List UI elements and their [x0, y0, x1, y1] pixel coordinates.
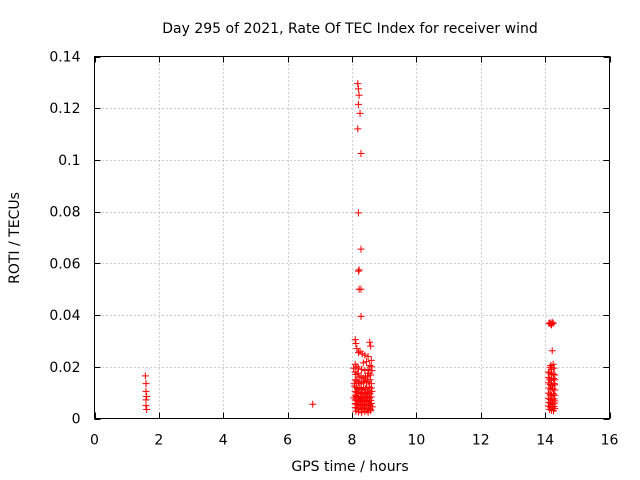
data-point-marker — [361, 351, 369, 359]
data-point-marker — [354, 349, 362, 357]
data-point-marker — [359, 359, 367, 367]
data-point-marker — [367, 342, 375, 350]
data-point-marker — [366, 338, 374, 346]
x-tick-label: 8 — [348, 433, 357, 449]
y-axis-label: ROTI / TECUs — [7, 192, 23, 284]
data-point-marker — [364, 352, 372, 360]
data-point-marker — [354, 125, 362, 133]
data-point-marker — [357, 245, 365, 253]
x-tick-label: 0 — [90, 433, 99, 449]
data-point-marker — [546, 375, 554, 383]
data-point-marker — [545, 319, 553, 327]
data-point-marker — [354, 267, 362, 275]
data-point-marker — [368, 403, 376, 411]
data-point-marker — [357, 285, 365, 293]
x-tick-label: 6 — [283, 433, 292, 449]
data-point-marker — [367, 363, 375, 371]
data-points — [141, 80, 559, 417]
data-point-marker — [550, 364, 558, 372]
y-tick-label: 0 — [72, 412, 81, 428]
data-point-marker — [354, 408, 362, 416]
x-tick-label: 12 — [472, 433, 490, 449]
x-tick-label: 14 — [536, 433, 554, 449]
data-point-marker — [546, 369, 554, 377]
x-tick-labels: 0 2 4 6 8 10 12 14 16 — [90, 433, 618, 449]
data-point-marker — [142, 387, 150, 395]
y-tick-label: 0.04 — [49, 308, 80, 324]
data-point-marker — [362, 358, 370, 366]
data-point-marker — [358, 365, 366, 373]
y-tick-label: 0.1 — [58, 153, 80, 169]
data-point-marker — [357, 312, 365, 320]
data-point-marker — [143, 393, 151, 401]
data-point-marker — [361, 408, 369, 416]
data-point-marker — [548, 347, 556, 355]
data-point-marker — [368, 387, 376, 395]
data-point-marker — [358, 409, 366, 417]
data-point-marker — [367, 384, 375, 392]
data-point-marker — [367, 400, 375, 408]
data-point-marker — [142, 380, 150, 388]
data-point-marker — [350, 394, 358, 402]
data-point-marker — [549, 390, 557, 398]
y-tick-label: 0.08 — [49, 205, 80, 221]
data-point-marker — [353, 363, 361, 371]
data-point-marker — [352, 383, 360, 391]
x-tick-label: 16 — [601, 433, 619, 449]
data-point-marker — [141, 372, 149, 380]
data-point-marker — [355, 266, 363, 274]
x-tick-label: 4 — [219, 433, 228, 449]
data-point-marker — [352, 340, 360, 348]
data-point-marker — [309, 400, 317, 408]
plot-frame — [94, 56, 610, 419]
y-tick-labels: 0 0.02 0.04 0.06 0.08 0.1 0.12 0.14 — [49, 50, 80, 428]
data-point-marker — [350, 364, 358, 372]
data-point-marker — [356, 109, 364, 117]
data-point-marker — [357, 149, 365, 157]
x-axis-label: GPS time / hours — [291, 459, 408, 475]
data-point-marker — [367, 356, 375, 364]
data-point-marker — [362, 379, 370, 387]
y-tick-label: 0.14 — [49, 50, 80, 66]
data-point-marker — [366, 361, 374, 369]
y-tick-label: 0.02 — [49, 360, 80, 376]
data-point-marker — [361, 367, 369, 375]
data-point-marker — [550, 380, 558, 388]
data-point-marker — [366, 376, 374, 384]
data-point-marker — [354, 209, 362, 217]
data-point-marker — [354, 85, 362, 93]
data-point-marker — [368, 367, 376, 375]
y-tick-label: 0.12 — [49, 101, 80, 117]
data-point-marker — [351, 336, 359, 344]
x-tick-label: 2 — [154, 433, 163, 449]
data-point-marker — [354, 80, 362, 88]
gridlines — [94, 56, 610, 419]
y-tick-label: 0.06 — [49, 256, 80, 272]
data-point-marker — [551, 405, 559, 413]
data-point-marker — [367, 393, 375, 401]
axis-ticks — [94, 56, 611, 420]
data-point-marker — [367, 396, 375, 404]
data-point-marker — [367, 407, 375, 415]
x-tick-label: 10 — [407, 433, 425, 449]
data-point-marker — [367, 371, 375, 379]
data-point-marker — [549, 374, 557, 382]
data-point-marker — [350, 380, 358, 388]
data-point-marker — [354, 100, 362, 108]
data-point-marker — [355, 91, 363, 99]
chart-title: Day 295 of 2021, Rate Of TEC Index for r… — [162, 21, 537, 37]
data-point-marker — [142, 402, 150, 410]
data-point-marker — [143, 405, 151, 413]
